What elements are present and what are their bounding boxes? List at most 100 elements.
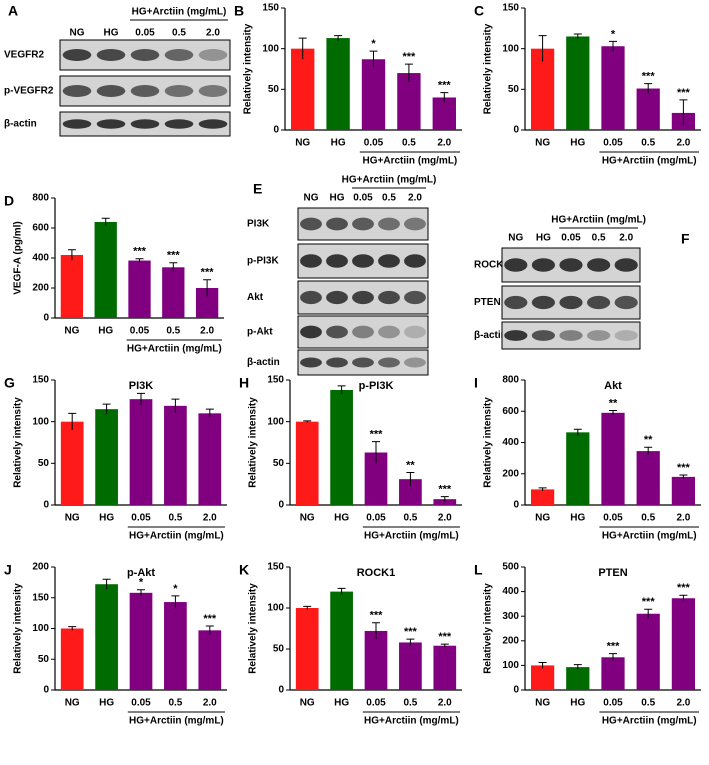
x-tick-label: HG [570, 698, 585, 709]
error-bar [406, 638, 415, 646]
significance: *** [201, 267, 215, 279]
significance: *** [642, 596, 656, 608]
bar [162, 267, 185, 318]
blot-band [559, 258, 583, 272]
panel-letter: E [253, 181, 262, 197]
error-bar [679, 99, 688, 126]
y-tick-label: 150 [262, 3, 279, 14]
bar [95, 409, 118, 505]
x-tick-label: NG [64, 326, 79, 337]
lane-label: NG [70, 28, 85, 39]
row-label: β-actin [4, 119, 37, 130]
error-bar [538, 35, 547, 62]
bar [530, 489, 555, 505]
blot-band [378, 357, 400, 368]
panel-letter: C [474, 3, 484, 19]
significance: *** [133, 246, 147, 258]
error-bar [137, 589, 145, 596]
group-label: HG+Arctiin (mg/mL) [602, 716, 697, 727]
bar [60, 421, 84, 505]
error-bar [135, 258, 144, 263]
error-bar [68, 626, 77, 631]
x-tick-label: HG [99, 698, 114, 709]
blot-band [326, 357, 348, 368]
row-label: p-PI3K [247, 256, 279, 267]
bar [291, 48, 315, 130]
blot-band [378, 290, 400, 305]
blot-band [404, 217, 426, 231]
blot-band [326, 217, 348, 231]
error-bar [334, 35, 343, 41]
x-tick-label: 0.05 [130, 326, 150, 337]
blot-band [300, 217, 322, 231]
panel-letter: J [4, 562, 12, 578]
y-axis-label: Relatively intensity [483, 397, 494, 488]
significance: *** [438, 79, 452, 91]
error-bar [609, 40, 617, 52]
blot-band [352, 325, 374, 339]
lane-label: HG [330, 193, 345, 204]
panel-letter: B [234, 3, 244, 19]
y-tick-label: 50 [268, 84, 280, 95]
error-bar [337, 587, 346, 595]
error-bar [679, 594, 688, 602]
blot-band [300, 254, 322, 268]
x-tick-label: NG [300, 513, 315, 524]
bar [164, 405, 187, 505]
error-bar [171, 398, 180, 413]
blot-band [164, 49, 194, 61]
error-bar [68, 412, 77, 430]
significance: *** [677, 87, 691, 99]
y-tick-label: 100 [32, 416, 49, 427]
blot-band [130, 85, 160, 97]
blot-band [62, 49, 92, 61]
blot-band [559, 330, 583, 341]
blot-band [164, 85, 194, 97]
error-bar [372, 622, 380, 640]
x-tick-label: 2.0 [200, 326, 214, 337]
significance: *** [677, 582, 691, 594]
bar [636, 451, 660, 505]
significance: *** [370, 610, 384, 622]
bar [198, 630, 222, 690]
blot-band [352, 357, 374, 368]
error-bar [609, 409, 617, 416]
y-tick-label: 100 [267, 416, 284, 427]
error-bar [369, 50, 378, 68]
x-tick-label: NG [300, 698, 315, 709]
blot-band [352, 217, 374, 231]
x-tick-label: 0.5 [641, 513, 655, 524]
x-tick-label: 2.0 [676, 698, 690, 709]
x-tick-label: 0.5 [641, 698, 655, 709]
panel-letter: F [681, 231, 690, 247]
significance: *** [404, 626, 418, 638]
panel-letter: I [474, 375, 478, 391]
error-bar [205, 408, 214, 418]
y-tick-label: 100 [502, 660, 519, 671]
chart-title: Akt [604, 380, 622, 392]
x-tick-label: 2.0 [676, 513, 690, 524]
significance: *** [370, 429, 384, 441]
group-label: HG+Arctiin (mg/mL) [602, 156, 697, 167]
significance: ** [406, 459, 415, 471]
x-tick-label: 0.05 [603, 513, 623, 524]
group-label: HG+Arctiin (mg/mL) [129, 716, 224, 727]
y-tick-label: 100 [262, 43, 279, 54]
row-label: Akt [247, 292, 264, 303]
y-axis-label: Relatively intensity [243, 23, 254, 114]
y-tick-label: 100 [267, 603, 284, 614]
y-axis-label: Relatively intensity [248, 583, 259, 674]
panel-letter: H [239, 375, 249, 391]
x-tick-label: NG [65, 698, 80, 709]
significance: * [611, 28, 616, 40]
y-tick-label: 600 [32, 223, 49, 234]
significance: * [173, 583, 178, 595]
y-axis-label: Relatively intensity [483, 583, 494, 674]
row-label: PTEN [474, 297, 501, 308]
bar [326, 38, 350, 130]
error-bar [171, 595, 180, 609]
blot-band [378, 217, 400, 231]
y-tick-label: 400 [502, 437, 519, 448]
y-tick-label: 800 [502, 375, 519, 386]
x-tick-label: NG [535, 513, 550, 524]
